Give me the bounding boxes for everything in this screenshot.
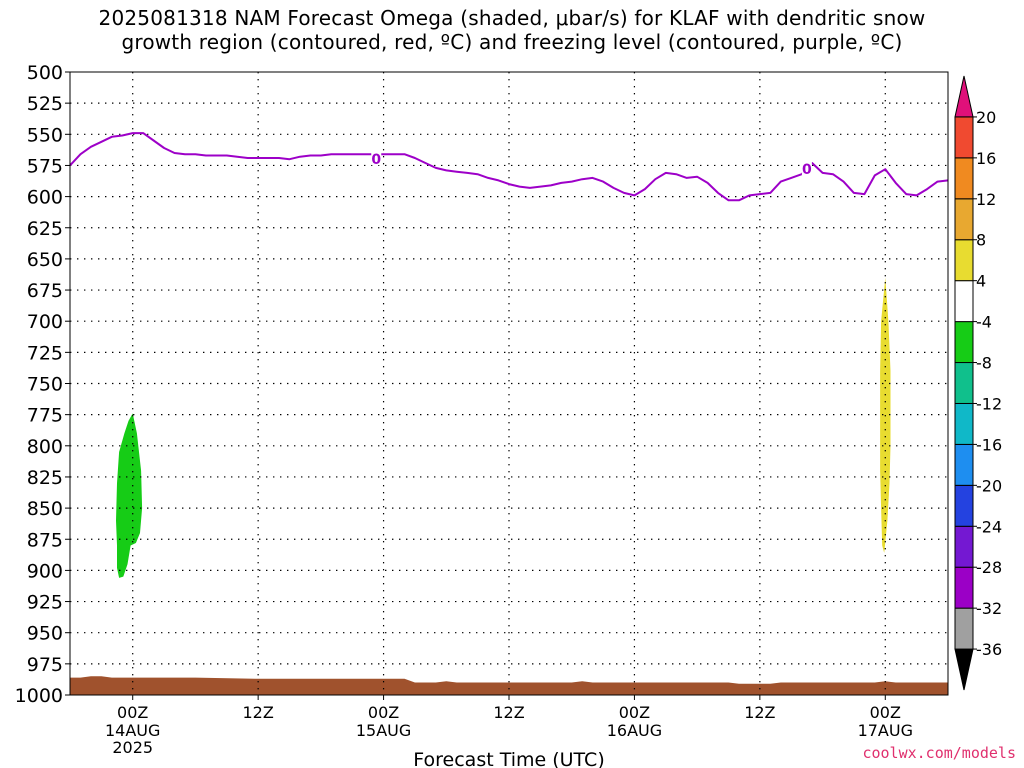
- omega-shades: [116, 277, 891, 578]
- colorbar-label-5: -16: [976, 435, 1002, 454]
- y-tick-label-825: 825: [27, 467, 63, 489]
- colorbar-label-0: -36: [976, 640, 1002, 659]
- colorbar-label-12: 16: [976, 149, 996, 168]
- y-tick-label-925: 925: [27, 592, 63, 614]
- y-tick-label-575: 575: [27, 155, 63, 177]
- x-tick-date-48: 15AUG: [356, 721, 411, 740]
- colorbar-label-1: -32: [976, 599, 1002, 618]
- terrain-fill: [70, 676, 948, 695]
- y-tick-label-750: 750: [27, 374, 63, 396]
- x-tick-date-24: 14AUG: [105, 721, 160, 740]
- y-tick-label-850: 850: [27, 498, 63, 520]
- y-tick-label-775: 775: [27, 405, 63, 427]
- y-tick-label-550: 550: [27, 124, 63, 146]
- colorbar-box-11: [954, 198, 974, 241]
- colorbar-label-7: -8: [976, 354, 992, 373]
- colorbar-box-10: [954, 239, 974, 282]
- omega-shade-green-region: [116, 413, 143, 578]
- freezing-level-label-bg-0: [371, 151, 382, 166]
- y-tick-label-900: 900: [27, 560, 63, 582]
- colorbar-box-4: [954, 484, 974, 527]
- freezing-level-label-1: 0: [802, 162, 812, 178]
- x-tick-date-96: 17AUG: [858, 721, 913, 740]
- colorbar-label-13: 20: [976, 108, 996, 127]
- y-tick-label-625: 625: [27, 218, 63, 240]
- x-tick-year-24: 2025: [112, 738, 153, 757]
- colorbar-box-6: [954, 402, 974, 445]
- colorbar-label-11: 12: [976, 190, 996, 209]
- x-axis-label: Forecast Time (UTC): [413, 749, 604, 768]
- colorbar-box-5: [954, 443, 974, 486]
- x-tick-label-36: 12Z: [242, 703, 273, 722]
- freezing-level-label-0: 0: [371, 152, 381, 168]
- colorbar-label-3: -24: [976, 517, 1002, 536]
- colorbar-box-13: [954, 116, 974, 159]
- y-tick-label-875: 875: [27, 529, 63, 551]
- colorbar-box-1: [954, 607, 974, 650]
- terrain-layer: [70, 676, 948, 695]
- x-tick-label-84: 12Z: [744, 703, 775, 722]
- colorbar-box-12: [954, 157, 974, 200]
- y-tick-label-675: 675: [27, 280, 63, 302]
- y-tick-label-800: 800: [27, 436, 63, 458]
- colorbar-bottom-triangle: [954, 648, 974, 691]
- y-tick-label-700: 700: [27, 311, 63, 333]
- x-tick-label-60: 12Z: [493, 703, 524, 722]
- x-tick-label-24: 00Z: [117, 703, 148, 722]
- y-tick-label-1000: 1000: [15, 685, 63, 707]
- colorbar-label-2: -28: [976, 558, 1002, 577]
- y-tick-label-500: 500: [27, 62, 63, 84]
- colorbar-top-triangle: [954, 75, 974, 118]
- x-tick-label-48: 00Z: [368, 703, 399, 722]
- chart-title-line-2: growth region (contoured, red, ºC) and f…: [121, 30, 903, 54]
- y-tick-label-950: 950: [27, 623, 63, 645]
- colorbar-label-10: 8: [976, 231, 986, 250]
- grid-lines: [70, 72, 948, 695]
- colorbar-label-9: 4: [976, 272, 986, 291]
- colorbar-box-3: [954, 525, 974, 568]
- freezing-level-layer: 00: [69, 132, 949, 202]
- colorbar-label-6: -12: [976, 394, 1002, 413]
- colorbar: -36 -32 -28 -24 -20 -16 -12 -8 -4 4 8 12 16 20: [954, 75, 1002, 691]
- y-tick-label-525: 525: [27, 93, 63, 115]
- y-axis: 500 525 550 575 600 625 650 675 700 725 750 775 800 8…: [15, 62, 70, 707]
- y-tick-label-975: 975: [27, 654, 63, 676]
- chart-title: 2025081318 NAM Forecast Omega (shaded, μ…: [0, 6, 1024, 54]
- y-tick-label-600: 600: [27, 187, 63, 209]
- colorbar-box-7: [954, 362, 974, 404]
- y-tick-label-650: 650: [27, 249, 63, 271]
- colorbar-box-8: [954, 321, 974, 364]
- x-tick-label-96: 00Z: [870, 703, 901, 722]
- colorbar-label-4: -20: [976, 476, 1002, 495]
- x-tick-date-72: 16AUG: [607, 721, 662, 740]
- freezing-level-label-bg-1: [801, 161, 812, 176]
- x-tick-label-72: 00Z: [619, 703, 650, 722]
- colorbar-box-2: [954, 566, 974, 609]
- y-tick-label-725: 725: [27, 342, 63, 364]
- colorbar-label-8: -4: [976, 313, 992, 332]
- freezing-level-line: [69, 132, 949, 202]
- watermark: coolwx.com/models: [862, 744, 1016, 762]
- colorbar-box-9: [954, 280, 974, 323]
- chart-title-line-1: 2025081318 NAM Forecast Omega (shaded, μ…: [98, 6, 926, 30]
- plot-frame: [69, 71, 949, 696]
